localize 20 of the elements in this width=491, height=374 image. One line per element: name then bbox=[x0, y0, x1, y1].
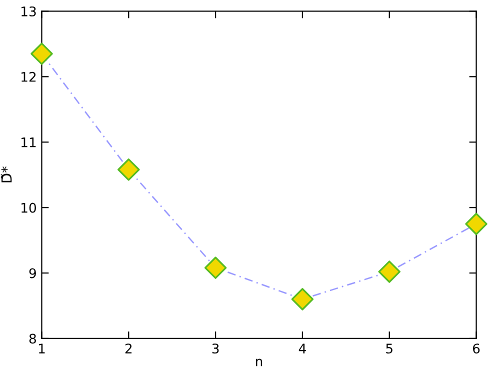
y-tick-label: 11 bbox=[22, 138, 36, 148]
x-tick-label: 6 bbox=[472, 344, 480, 354]
y-tick-label: 8 bbox=[29, 334, 36, 344]
point bbox=[378, 260, 400, 283]
y-tick-label: 9 bbox=[29, 268, 36, 278]
x-tick-label: 2 bbox=[125, 344, 132, 354]
point bbox=[30, 42, 53, 65]
x-axis-title: n bbox=[256, 358, 262, 366]
point bbox=[465, 212, 488, 236]
y-tick-label: 10 bbox=[22, 202, 36, 213]
point bbox=[204, 256, 227, 279]
y-axis-title: D̃* bbox=[0, 166, 12, 182]
x-tick-label: 1 bbox=[38, 344, 45, 354]
x-tick-label: 5 bbox=[386, 344, 392, 354]
y-tick-label: 13 bbox=[22, 6, 36, 16]
x-tick-label: 4 bbox=[298, 344, 306, 354]
x-tick-label: 3 bbox=[212, 344, 219, 354]
y-tick-label: 12 bbox=[22, 72, 36, 82]
point bbox=[118, 158, 140, 181]
point bbox=[291, 288, 314, 310]
